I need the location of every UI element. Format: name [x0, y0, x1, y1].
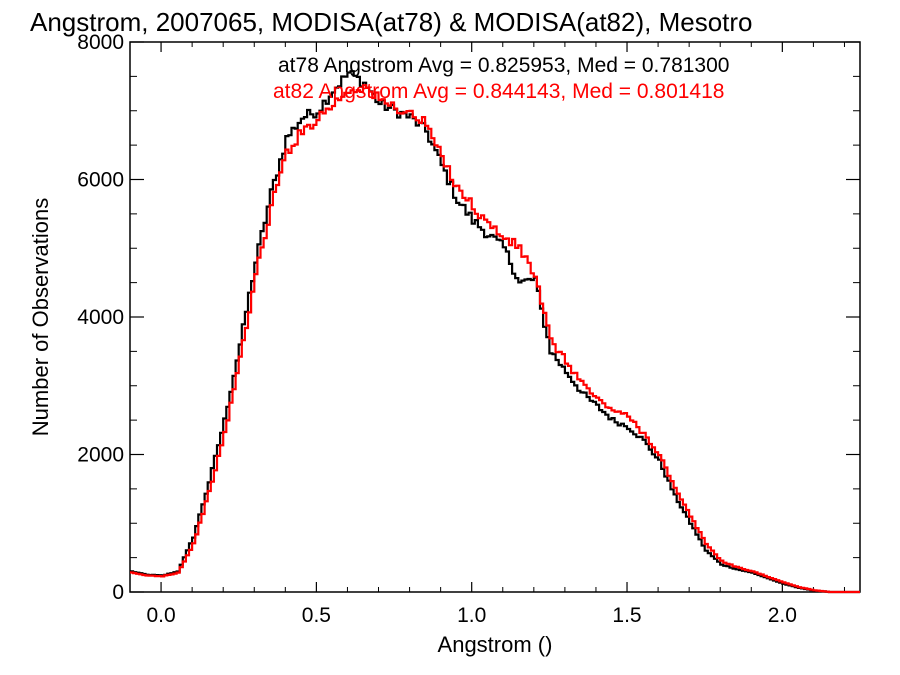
x-tick-label: 1.0	[457, 604, 486, 627]
y-tick-label: 4000	[77, 306, 124, 329]
y-tick-label: 2000	[77, 444, 124, 467]
x-tick-label: 0.5	[302, 604, 331, 627]
y-tick-label: 0	[112, 581, 124, 604]
y-axis-label: Number of Observations	[28, 198, 53, 436]
series-layer	[130, 70, 860, 594]
x-axis-label: Angstrom ()	[438, 632, 553, 657]
x-tick-label: 0.0	[146, 604, 175, 627]
series-at82-line	[130, 84, 860, 594]
x-tick-label: 1.5	[612, 604, 641, 627]
annotation-at78-stats: at78 Angstrom Avg = 0.825953, Med = 0.78…	[278, 54, 729, 77]
plot-area: 0.0 0.5 1.0 1.5 2.0 0 2000 4000 6000 8000	[77, 31, 861, 627]
y-tick-label: 8000	[77, 31, 124, 54]
chart-title: Angstrom, 2007065, MODISA(at78) & MODISA…	[30, 7, 753, 37]
x-axis-ticks: 0.0 0.5 1.0 1.5 2.0	[129, 42, 845, 627]
x-tick-label: 2.0	[768, 604, 797, 627]
y-tick-label: 6000	[77, 169, 124, 192]
y-axis-ticks: 0 2000 4000 6000 8000	[77, 31, 860, 604]
annotation-at82-stats: at82 Angstrom Avg = 0.844143, Med = 0.80…	[273, 80, 724, 103]
